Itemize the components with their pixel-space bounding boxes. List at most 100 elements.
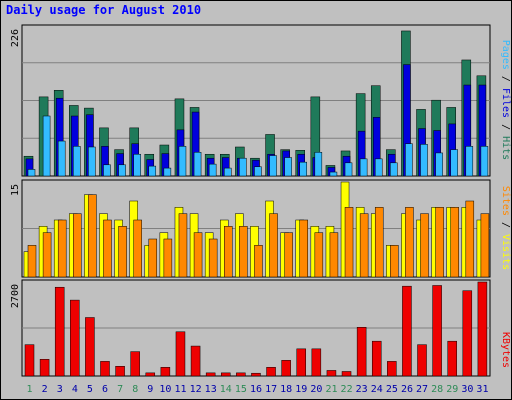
bar-sites-day-16 (254, 245, 263, 278)
x-tick-label-day-8: 8 (132, 384, 138, 395)
y-max-label: 15 (10, 184, 21, 196)
bar-pages-day-1 (27, 169, 36, 177)
bar-kbytes-day-12 (190, 345, 201, 377)
bar-sites-day-11 (178, 213, 188, 278)
bar-sites-day-29 (450, 207, 459, 278)
bar-kbytes-day-28 (432, 285, 442, 377)
x-tick-label-day-14: 14 (220, 384, 232, 395)
bar-pages-day-27 (420, 144, 428, 177)
bar-kbytes-day-3 (54, 286, 65, 377)
x-tick-label-day-26: 26 (401, 384, 413, 395)
bar-pages-day-13 (208, 163, 217, 177)
bar-kbytes-day-6 (100, 361, 110, 377)
legend-sites-panel-separator: / (500, 216, 511, 234)
x-tick-label-day-6: 6 (102, 384, 108, 395)
x-tick-label-day-11: 11 (174, 384, 186, 395)
bar-pages-day-28 (435, 152, 443, 177)
x-tick-label-day-12: 12 (190, 384, 202, 395)
bar-kbytes-day-29 (447, 340, 457, 377)
bar-sites-day-25 (390, 245, 399, 278)
bar-sites-day-2 (42, 232, 52, 278)
bar-pages-day-6 (103, 164, 111, 177)
x-tick-label-day-24: 24 (371, 384, 383, 395)
bar-pages-day-29 (450, 149, 458, 177)
x-tick-label-day-17: 17 (265, 384, 277, 395)
bar-pages-day-16 (254, 166, 262, 177)
bar-pages-day-26 (405, 143, 413, 177)
bar-sites-day-9 (148, 238, 158, 278)
bar-pages-day-31 (480, 146, 489, 177)
bar-kbytes-day-24 (371, 340, 382, 377)
x-tick-label-day-10: 10 (159, 384, 171, 395)
bar-sites-day-7 (118, 226, 127, 278)
bar-pages-day-17 (269, 155, 277, 177)
bar-pages-day-15 (239, 157, 247, 177)
bar-pages-day-9 (148, 165, 157, 177)
x-tick-label-day-3: 3 (57, 384, 63, 395)
bar-sites-day-13 (208, 238, 218, 278)
bar-pages-day-4 (73, 146, 81, 177)
x-tick-label-day-1: 1 (27, 384, 33, 395)
x-tick-label-day-21: 21 (325, 384, 337, 395)
bar-pages-day-12 (193, 152, 202, 177)
bar-sites-day-18 (284, 232, 293, 278)
bar-pages-day-30 (465, 146, 474, 177)
chart-title: Daily usage for August 2010 (6, 3, 202, 17)
bar-sites-day-31 (480, 213, 490, 278)
x-tick-label-day-31: 31 (476, 384, 488, 395)
bar-sites-day-5 (88, 194, 97, 278)
x-tick-label-day-2: 2 (42, 384, 48, 395)
bar-kbytes-day-16 (251, 372, 261, 377)
bar-pages-day-5 (88, 146, 96, 177)
bar-pages-day-10 (163, 167, 172, 177)
bar-kbytes-day-9 (145, 372, 156, 377)
x-tick-label-day-5: 5 (87, 384, 93, 395)
bar-kbytes-day-10 (160, 367, 171, 377)
bar-kbytes-day-30 (462, 290, 473, 377)
bar-kbytes-day-25 (387, 361, 397, 377)
bar-sites-day-23 (359, 213, 369, 278)
x-tick-label-day-19: 19 (295, 384, 307, 395)
bar-sites-day-19 (299, 219, 308, 278)
bar-kbytes-day-13 (205, 372, 216, 377)
bar-kbytes-day-17 (266, 367, 276, 377)
bar-kbytes-day-22 (341, 371, 352, 377)
bar-kbytes-day-31 (477, 281, 488, 377)
y-max-label: 2700 (10, 284, 21, 308)
bar-sites-day-1 (27, 245, 37, 278)
bar-pages-day-19 (299, 161, 307, 177)
bar-sites-day-14 (224, 226, 233, 278)
bar-kbytes-day-4 (70, 299, 80, 377)
bar-pages-day-11 (178, 146, 187, 177)
x-tick-label-day-18: 18 (280, 384, 292, 395)
x-tick-label-day-25: 25 (386, 384, 398, 395)
bar-sites-day-27 (420, 213, 429, 278)
bar-sites-day-28 (435, 207, 444, 278)
x-tick-label-day-4: 4 (72, 384, 78, 395)
bar-pages-day-23 (359, 158, 368, 177)
bar-kbytes-day-8 (130, 351, 140, 377)
legend-hits-panel-files: Files (500, 88, 511, 118)
x-tick-label-day-27: 27 (416, 384, 428, 395)
x-tick-label-day-16: 16 (250, 384, 262, 395)
bar-kbytes-day-21 (326, 370, 337, 377)
bar-kbytes-day-26 (402, 285, 412, 377)
y-max-label: 226 (10, 29, 21, 47)
bar-kbytes-day-11 (175, 331, 186, 377)
bar-sites-day-30 (465, 200, 475, 278)
bar-kbytes-day-20 (311, 348, 322, 377)
bar-pages-day-21 (329, 171, 338, 177)
bar-sites-day-12 (193, 232, 203, 278)
bar-sites-day-24 (374, 207, 384, 278)
legend-hits-panel-separator: / (500, 70, 511, 88)
x-tick-label-day-23: 23 (356, 384, 368, 395)
x-tick-label-day-30: 30 (461, 384, 473, 395)
x-tick-label-day-28: 28 (431, 384, 443, 395)
legend-hits-panel-separator: / (500, 118, 511, 136)
bar-kbytes-day-5 (85, 317, 95, 377)
legend-hits-panel-hits: Hits (500, 136, 511, 160)
bar-kbytes-day-7 (115, 366, 125, 377)
x-tick-label-day-13: 13 (205, 384, 217, 395)
legend-kbytes-panel-kbytes: KBytes (500, 332, 511, 368)
